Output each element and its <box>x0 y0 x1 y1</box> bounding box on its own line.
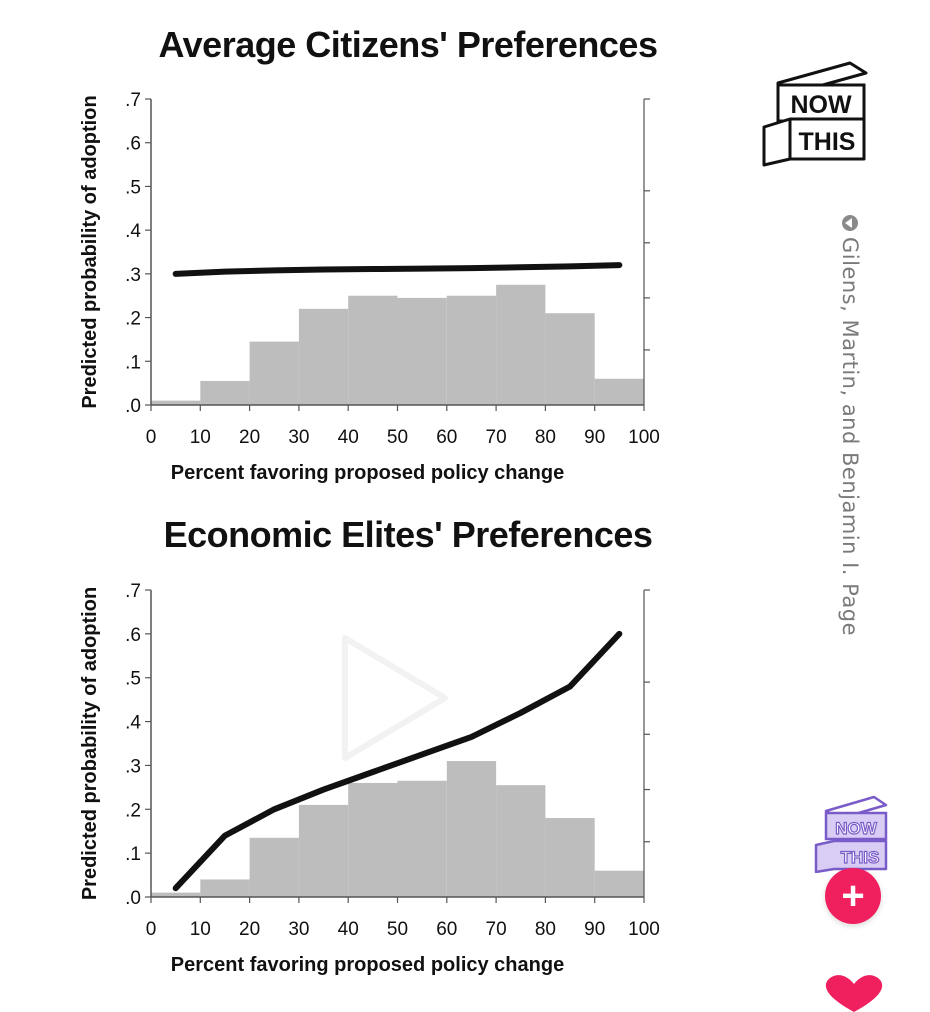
x-tick-label: 80 <box>535 919 556 940</box>
histogram-bar <box>200 879 250 897</box>
y-tick-label: .1 <box>125 352 141 373</box>
y-axis-label: Predicted probability of adoption <box>79 587 101 900</box>
histogram-bar <box>348 295 398 405</box>
x-tick-label: 10 <box>190 427 211 448</box>
y-tick-label: .3 <box>125 756 141 777</box>
small-brand-line2: THIS <box>841 848 880 867</box>
y-tick-label: .2 <box>125 309 141 330</box>
y-tick-label: .0 <box>125 888 141 909</box>
follow-button[interactable]: + <box>825 868 881 924</box>
histogram-bar <box>397 780 447 897</box>
y-tick-label: .5 <box>125 177 141 198</box>
histogram-bar <box>249 341 299 405</box>
x-tick-label: 0 <box>146 919 157 940</box>
y-tick-label: .6 <box>125 625 141 646</box>
y-tick-label: .7 <box>125 581 141 602</box>
x-tick-label: 60 <box>436 427 457 448</box>
x-tick-label: 90 <box>584 427 605 448</box>
histogram-bar <box>249 837 299 897</box>
histogram-bar <box>397 297 447 405</box>
histogram-bar <box>496 284 546 405</box>
x-tick-label: 20 <box>239 427 260 448</box>
economic-elites-chart: .0 .1 .2 .3 .4 .5 .6 .7 0 10 20 30 40 50 60 70 80 90 100 Pe… <box>79 581 660 976</box>
source-credit-text: Gilens, Martin, and Benjamin I. Page <box>838 237 862 636</box>
y-axis-label: Predicted probability of adoption <box>79 95 101 408</box>
histogram-bar <box>298 308 349 405</box>
x-tick-label: 0 <box>146 427 157 448</box>
y-tick-label: .1 <box>125 844 141 865</box>
histogram-bar <box>594 378 644 405</box>
histogram-bar <box>348 782 398 897</box>
histogram-bar <box>200 380 250 405</box>
x-tick-label: 50 <box>387 427 408 448</box>
y-tick-label: .2 <box>125 800 141 821</box>
now-this-logo[interactable]: NOW THIS <box>760 55 870 170</box>
y-tick-label: .5 <box>125 669 141 690</box>
credit-arrow-icon <box>842 215 858 231</box>
x-tick-label: 30 <box>288 427 309 448</box>
x-tick-label: 40 <box>338 919 359 940</box>
histogram-bar <box>496 785 546 897</box>
x-tick-label: 80 <box>535 427 556 448</box>
histogram-bar <box>298 804 349 897</box>
histogram-bar <box>446 295 497 405</box>
x-tick-label: 70 <box>486 427 507 448</box>
brand-line2: THIS <box>799 128 856 156</box>
x-tick-label: 50 <box>387 919 408 940</box>
plus-icon: + <box>841 874 865 918</box>
histogram-bar <box>446 761 497 897</box>
histogram-bar <box>151 892 201 897</box>
now-this-small-logo[interactable]: NOW THIS <box>812 793 892 873</box>
x-axis-label: Percent favoring proposed policy change <box>171 954 564 976</box>
y-tick-label: .4 <box>125 221 141 242</box>
x-tick-label: 70 <box>486 919 507 940</box>
y-tick-label: .0 <box>125 396 141 417</box>
small-brand-line1: NOW <box>835 819 878 838</box>
x-axis-label: Percent favoring proposed policy change <box>171 462 564 484</box>
source-credit: Gilens, Martin, and Benjamin I. Page <box>838 215 862 636</box>
prediction-line <box>172 262 623 277</box>
play-icon[interactable] <box>335 630 455 770</box>
y-tick-label: .3 <box>125 265 141 286</box>
x-tick-label: 10 <box>190 919 211 940</box>
y-tick-label: .4 <box>125 713 141 734</box>
histogram-bar <box>151 400 201 405</box>
prediction-line <box>172 630 623 892</box>
x-tick-label: 100 <box>628 427 660 448</box>
x-tick-label: 90 <box>584 919 605 940</box>
y-tick-label: .7 <box>125 90 141 111</box>
histogram-bar <box>545 313 595 405</box>
x-tick-label: 100 <box>628 919 660 940</box>
histogram-bar <box>594 870 644 897</box>
brand-line1: NOW <box>790 91 852 119</box>
average-citizens-chart: .0 .1 .2 .3 .4 .5 .6 .7 0 10 20 30 40 50 60 70 80 90 100 Pe… <box>79 90 660 484</box>
chart1-title: Average Citizens' Preferences <box>158 24 658 65</box>
x-tick-label: 40 <box>338 427 359 448</box>
chart2-title: Economic Elites' Preferences <box>163 514 653 555</box>
heart-icon[interactable] <box>818 972 890 1012</box>
y-tick-label: .6 <box>125 134 141 155</box>
x-tick-label: 20 <box>239 919 260 940</box>
x-tick-label: 30 <box>288 919 309 940</box>
histogram-bar <box>545 818 595 897</box>
x-tick-label: 60 <box>436 919 457 940</box>
